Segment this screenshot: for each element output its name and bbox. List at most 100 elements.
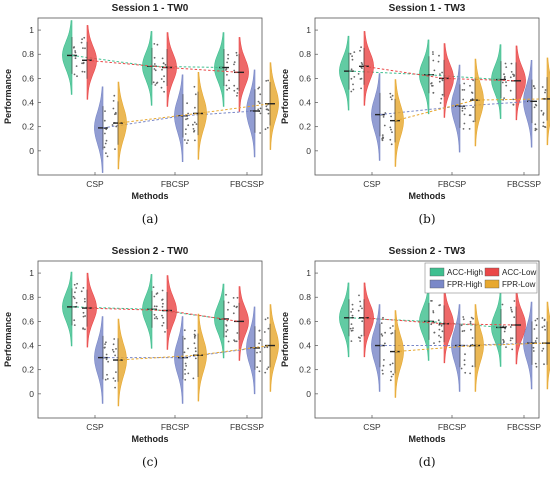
data-point (265, 105, 268, 108)
data-point (360, 334, 363, 337)
data-point (437, 60, 440, 63)
data-point (259, 93, 262, 96)
x-tick-label: CSP (86, 422, 104, 432)
data-point (509, 89, 512, 92)
data-point (542, 112, 545, 115)
data-point (441, 71, 443, 74)
panel-c: Session 2 - TW0 0 0.2 0.4 0.6 0.8 1 Performance… (3, 246, 279, 469)
data-point (236, 92, 239, 94)
plot-area (314, 260, 540, 419)
x-axis-label: Methods (132, 434, 169, 444)
data-point (350, 340, 353, 342)
data-point (267, 112, 270, 115)
panel-d: Session 2 - TW3 0 0.2 0.4 0.6 0.8 1 Performance… (280, 246, 550, 469)
data-point (235, 51, 238, 54)
legend-swatch (484, 267, 500, 277)
data-point (542, 125, 545, 128)
data-point (352, 83, 354, 86)
data-point (541, 86, 544, 88)
violin-acc-high-csp (339, 282, 350, 358)
x-tick-label: FBCSP (161, 422, 190, 432)
data-point (114, 380, 117, 382)
data-point (542, 121, 545, 124)
data-point (381, 138, 383, 140)
data-point (381, 139, 384, 142)
data-point (381, 334, 384, 337)
data-point (389, 379, 392, 382)
violin-fpr-high-csp (94, 316, 104, 404)
violin-acc-high-csp (339, 35, 350, 111)
data-point (153, 43, 156, 45)
data-point (236, 296, 239, 299)
data-point (359, 300, 361, 303)
data-point (155, 305, 158, 308)
data-point (438, 340, 441, 343)
data-point (509, 339, 512, 342)
data-point (74, 291, 76, 294)
data-point (75, 301, 78, 304)
data-point (185, 118, 187, 121)
data-point (154, 84, 157, 86)
y-tick-label: 1 (29, 25, 34, 35)
data-point (163, 80, 165, 83)
data-point (236, 54, 238, 57)
data-point (513, 300, 516, 302)
panel-caption: (a) (142, 212, 159, 226)
data-point (392, 325, 394, 327)
x-tick-label: FBCSSP (230, 179, 264, 189)
data-point (504, 62, 507, 65)
violin-acc-high-fbcsp (142, 274, 153, 349)
data-point (76, 75, 78, 78)
violin-acc-low-csp (86, 25, 97, 100)
violin-fpr-low-fbcsp (474, 58, 484, 147)
violin-acc-low-fbcsp (166, 32, 177, 107)
data-point (263, 331, 266, 333)
data-point (461, 330, 464, 333)
data-point (184, 368, 186, 371)
data-point (112, 107, 115, 110)
data-point (359, 49, 361, 52)
data-point (82, 315, 85, 318)
data-point (359, 78, 362, 80)
data-point (433, 331, 436, 334)
violin-fpr-low-csp (394, 79, 404, 167)
data-point (161, 57, 164, 60)
data-point (83, 71, 86, 73)
data-point (184, 133, 187, 135)
violin-fpr-low-fbcsp (197, 313, 207, 402)
data-point (187, 139, 189, 142)
data-point (233, 63, 235, 66)
data-point (380, 333, 383, 336)
data-point (351, 308, 354, 310)
data-point (193, 130, 195, 133)
data-point (469, 114, 472, 117)
y-axis-label: Performance (280, 312, 290, 367)
data-point (441, 330, 444, 333)
data-point (153, 313, 156, 316)
data-point (380, 322, 383, 324)
data-point (192, 377, 195, 380)
data-point (111, 124, 114, 126)
data-point (390, 98, 393, 101)
data-point (259, 112, 262, 115)
violin-acc-high-fbcsp (419, 39, 430, 115)
data-point (357, 309, 360, 312)
data-point (544, 126, 547, 128)
data-point (432, 51, 434, 53)
y-tick-label: 0.2 (299, 365, 311, 375)
data-point (104, 378, 107, 381)
data-point (185, 365, 188, 367)
data-point (153, 63, 156, 65)
data-point (503, 77, 506, 80)
data-point (503, 73, 505, 76)
data-point (469, 372, 471, 375)
data-point (461, 107, 464, 110)
data-point (463, 122, 466, 125)
y-axis-label: Performance (3, 312, 13, 367)
data-point (505, 81, 507, 83)
data-point (184, 373, 187, 375)
violin-acc-high-fbcssp (214, 32, 225, 107)
data-point (103, 346, 106, 349)
data-point (226, 73, 228, 76)
plot-area (37, 17, 263, 176)
